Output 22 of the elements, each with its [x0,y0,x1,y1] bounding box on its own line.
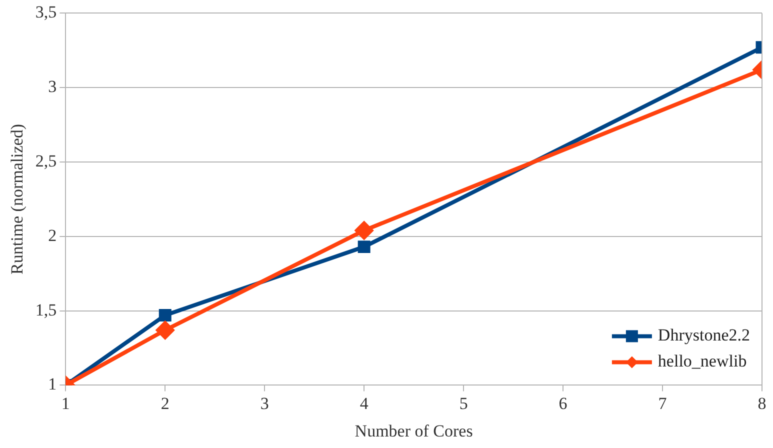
y-axis-title: Runtime (normalized) [8,124,27,274]
y-tick-label: 2,5 [35,151,57,170]
point [158,309,172,322]
point [156,321,174,340]
x-tick-label: 7 [658,394,668,413]
legend-label: Dhrystone2.2 [658,326,750,345]
point [358,240,370,254]
x-tick-label: 1 [61,394,70,413]
x-tick-label: 5 [459,394,468,413]
y-tick-label: 2 [48,226,57,245]
x-axis-title: Number of Cores [354,421,473,440]
x-tick-label: 6 [558,394,568,413]
x-tick-label: 3 [260,394,269,413]
legend-label: hello_newlib [658,352,747,371]
y-tick-label: 3,5 [35,2,57,22]
y-tick-label: 1 [48,374,57,394]
x-tick-label: 4 [360,394,369,413]
x-tick-label: 2 [160,394,170,413]
y-tick-label: 3 [48,77,57,96]
x-tick-label: 8 [758,394,766,413]
y-tick-label: 1,5 [35,300,57,320]
point [355,221,374,240]
